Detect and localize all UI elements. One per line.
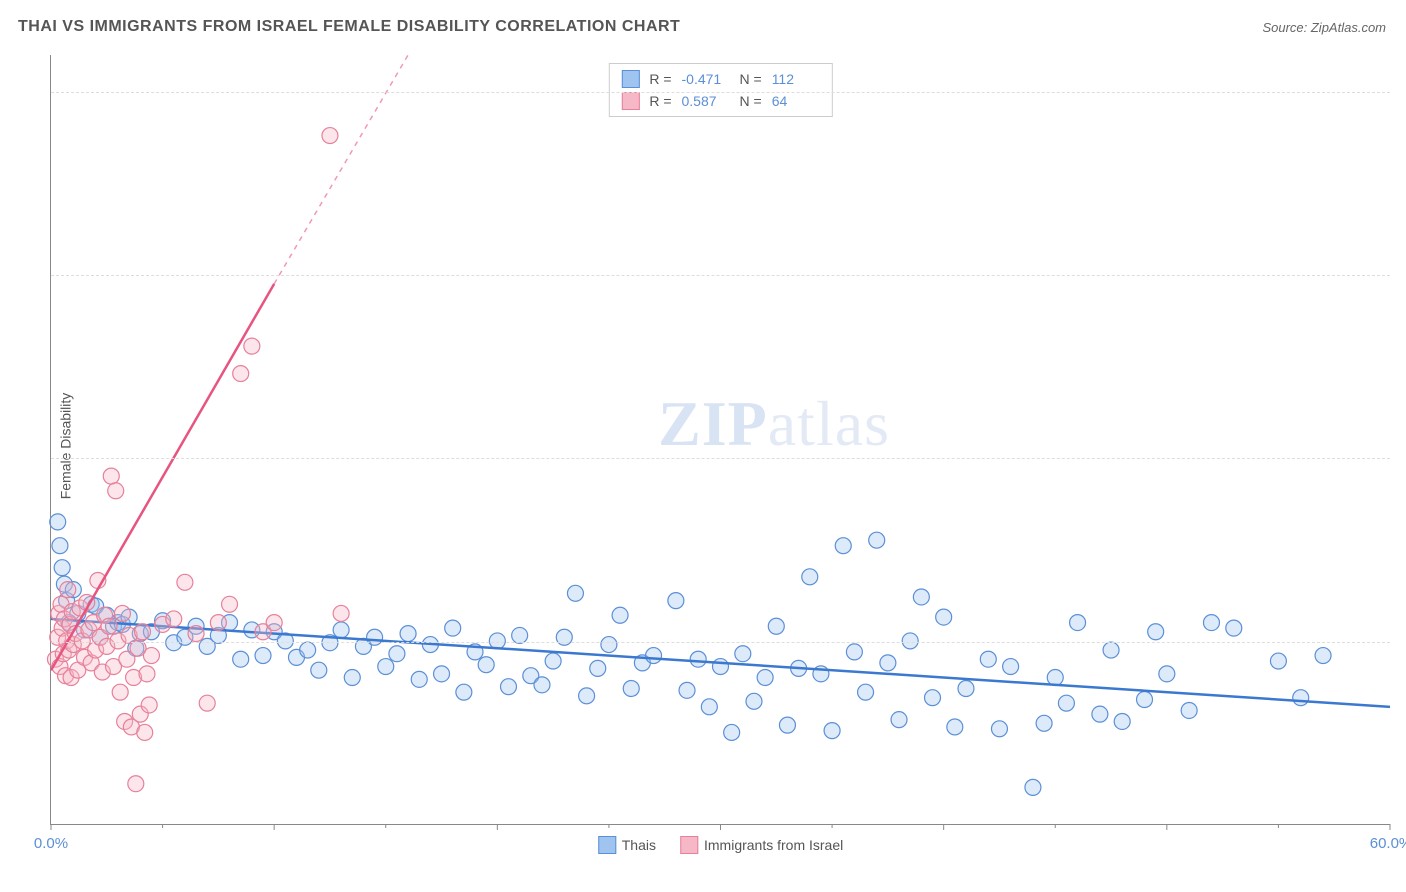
gridline-h (51, 275, 1390, 276)
y-tick-label: 40.0% (1395, 83, 1406, 100)
swatch-israel-b (680, 836, 698, 854)
n-value-1: 64 (772, 93, 820, 109)
gridline-h (51, 92, 1390, 93)
legend-item-israel: Immigrants from Israel (680, 836, 843, 854)
r-label: R = (649, 71, 671, 87)
chart-title: THAI VS IMMIGRANTS FROM ISRAEL FEMALE DI… (18, 18, 680, 36)
legend-label-1: Immigrants from Israel (704, 837, 843, 853)
r-value-1: 0.587 (682, 93, 730, 109)
r-label: R = (649, 93, 671, 109)
chart-svg (51, 55, 1390, 824)
source-attribution: Source: ZipAtlas.com (1262, 20, 1386, 35)
y-tick-label: 30.0% (1395, 267, 1406, 284)
x-tick-label: 60.0% (1370, 835, 1406, 852)
swatch-thais-b (598, 836, 616, 854)
legend-series: Thais Immigrants from Israel (598, 836, 843, 854)
y-tick-label: 20.0% (1395, 450, 1406, 467)
legend-stats-row-1: R = 0.587 N = 64 (621, 92, 819, 110)
swatch-thais (621, 70, 639, 88)
gridline-h (51, 642, 1390, 643)
swatch-israel (621, 92, 639, 110)
n-label: N = (740, 71, 762, 87)
legend-stats-row-0: R = -0.471 N = 112 (621, 70, 819, 88)
r-value-0: -0.471 (682, 71, 730, 87)
plot-area: ZIPatlas R = -0.471 N = 112 R = 0.587 N … (50, 55, 1390, 825)
n-label: N = (740, 93, 762, 109)
n-value-0: 112 (772, 71, 820, 87)
legend-label-0: Thais (622, 837, 656, 853)
legend-item-thais: Thais (598, 836, 656, 854)
y-tick-label: 10.0% (1395, 633, 1406, 650)
legend-stats: R = -0.471 N = 112 R = 0.587 N = 64 (608, 63, 832, 117)
x-tick-label: 0.0% (34, 835, 68, 852)
gridline-h (51, 458, 1390, 459)
